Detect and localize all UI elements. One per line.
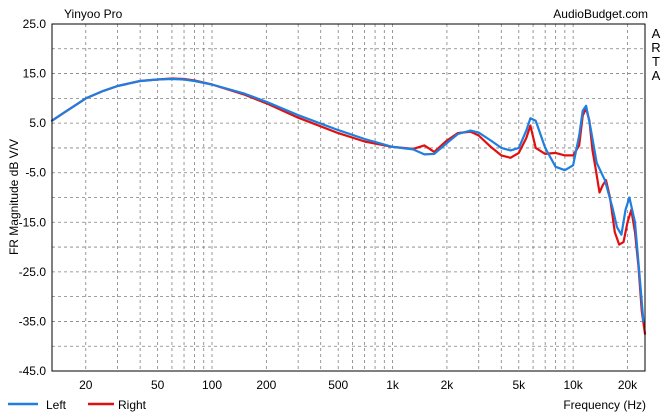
y-tick-label: 15.0 <box>23 67 47 81</box>
y-tick-label: -35.0 <box>19 314 47 328</box>
side-label-letter: T <box>652 54 660 69</box>
x-tick-label: 50 <box>151 378 165 392</box>
side-label-letter: R <box>651 40 660 55</box>
x-tick-label: 500 <box>328 378 348 392</box>
y-tick-label: 25.0 <box>23 17 47 31</box>
series-layer <box>50 77 647 335</box>
source-label: AudioBudget.com <box>553 7 648 21</box>
side-label-letter: A <box>652 26 661 41</box>
x-tick-label: 2k <box>441 378 455 392</box>
y-tick-label: -45.0 <box>19 364 47 378</box>
legend: Left Right <box>8 398 147 412</box>
y-tick-label: -25.0 <box>19 265 47 279</box>
y-tick-label: -15.0 <box>19 215 47 229</box>
series-line-left <box>50 77 645 323</box>
legend-label-right: Right <box>118 398 147 412</box>
x-tick-label: 100 <box>202 378 222 392</box>
x-tick-label: 10k <box>563 378 583 392</box>
x-tick-label: 5k <box>512 378 526 392</box>
y-tick-label: -5.0 <box>25 166 46 180</box>
legend-label-left: Left <box>46 398 67 412</box>
x-tick-label: 1k <box>386 378 400 392</box>
y-axis-label: FR Magnitude dB V/V <box>7 139 21 255</box>
y-tick-label: 5.0 <box>29 116 46 130</box>
chart-title: Yinyoo Pro <box>64 7 123 21</box>
tick-layer: 20 50 100 200 500 1k 2k 5k 10k 20k -45.0 -35.0 -25.0… <box>19 17 639 392</box>
side-label-letter: A <box>652 68 661 83</box>
x-tick-label: 20k <box>618 378 638 392</box>
plot-frame <box>51 23 646 372</box>
x-axis-label: Frequency (Hz) <box>563 398 646 412</box>
side-label: A R T A <box>651 26 660 83</box>
x-tick-label: 200 <box>256 378 276 392</box>
x-tick-label: 20 <box>79 378 93 392</box>
